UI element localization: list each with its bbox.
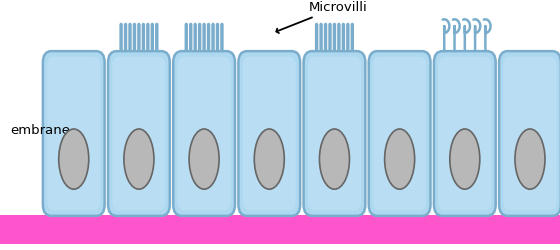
- Ellipse shape: [124, 129, 154, 189]
- FancyBboxPatch shape: [128, 23, 132, 51]
- FancyBboxPatch shape: [43, 51, 105, 216]
- FancyBboxPatch shape: [503, 57, 557, 210]
- FancyBboxPatch shape: [142, 23, 145, 51]
- FancyBboxPatch shape: [239, 51, 300, 216]
- Ellipse shape: [254, 129, 284, 189]
- FancyBboxPatch shape: [216, 23, 219, 51]
- FancyBboxPatch shape: [185, 23, 188, 51]
- FancyBboxPatch shape: [202, 23, 206, 51]
- FancyBboxPatch shape: [198, 23, 202, 51]
- FancyBboxPatch shape: [434, 51, 496, 216]
- FancyBboxPatch shape: [368, 51, 431, 216]
- FancyBboxPatch shape: [220, 23, 223, 51]
- FancyBboxPatch shape: [113, 57, 166, 210]
- FancyBboxPatch shape: [119, 23, 123, 51]
- FancyBboxPatch shape: [328, 23, 332, 51]
- FancyBboxPatch shape: [108, 51, 170, 216]
- FancyBboxPatch shape: [342, 23, 345, 51]
- FancyBboxPatch shape: [211, 23, 214, 51]
- FancyBboxPatch shape: [333, 23, 336, 51]
- Text: embrane: embrane: [10, 124, 71, 137]
- Ellipse shape: [319, 129, 349, 189]
- Ellipse shape: [189, 129, 219, 189]
- FancyBboxPatch shape: [304, 51, 365, 216]
- FancyBboxPatch shape: [373, 57, 426, 210]
- FancyBboxPatch shape: [351, 23, 354, 51]
- FancyBboxPatch shape: [193, 23, 197, 51]
- Ellipse shape: [515, 129, 545, 189]
- FancyBboxPatch shape: [133, 23, 136, 51]
- Ellipse shape: [450, 129, 480, 189]
- Ellipse shape: [59, 129, 88, 189]
- FancyBboxPatch shape: [137, 23, 141, 51]
- FancyBboxPatch shape: [438, 57, 491, 210]
- FancyBboxPatch shape: [178, 57, 231, 210]
- FancyBboxPatch shape: [308, 57, 361, 210]
- FancyBboxPatch shape: [124, 23, 127, 51]
- FancyBboxPatch shape: [47, 57, 100, 210]
- FancyBboxPatch shape: [337, 23, 340, 51]
- FancyBboxPatch shape: [242, 57, 296, 210]
- FancyBboxPatch shape: [173, 51, 235, 216]
- FancyBboxPatch shape: [324, 23, 327, 51]
- FancyBboxPatch shape: [155, 23, 158, 51]
- Ellipse shape: [385, 129, 414, 189]
- FancyBboxPatch shape: [315, 23, 318, 51]
- Bar: [0, 215, 560, 244]
- FancyBboxPatch shape: [346, 23, 349, 51]
- FancyBboxPatch shape: [146, 23, 150, 51]
- FancyBboxPatch shape: [499, 51, 560, 216]
- FancyBboxPatch shape: [189, 23, 193, 51]
- Text: Microvilli: Microvilli: [276, 1, 367, 33]
- FancyBboxPatch shape: [319, 23, 323, 51]
- FancyBboxPatch shape: [151, 23, 154, 51]
- FancyBboxPatch shape: [207, 23, 210, 51]
